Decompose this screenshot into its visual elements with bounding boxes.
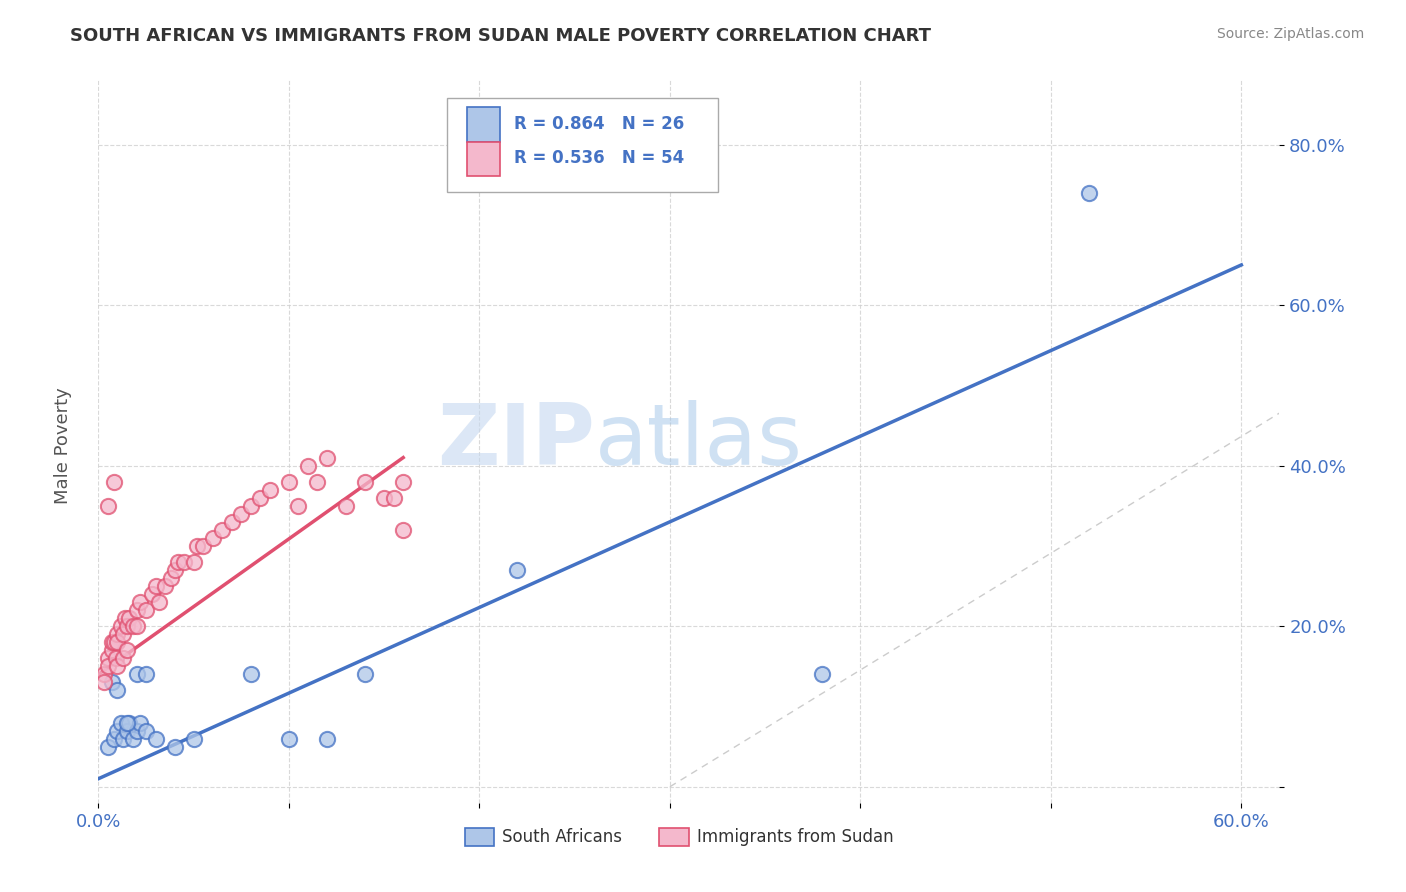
Point <box>115 715 138 730</box>
Point <box>277 475 299 489</box>
Point <box>307 475 329 489</box>
Point <box>103 731 125 746</box>
Text: R = 0.536   N = 54: R = 0.536 N = 54 <box>515 149 685 168</box>
Point <box>97 499 120 513</box>
Point <box>811 667 834 681</box>
Bar <box>464 828 494 847</box>
Point <box>173 555 195 569</box>
Point <box>231 507 253 521</box>
Point <box>100 635 122 649</box>
Text: atlas: atlas <box>595 400 803 483</box>
Point <box>135 603 157 617</box>
Point <box>107 683 129 698</box>
Point <box>100 643 122 657</box>
Point <box>121 731 143 746</box>
Point <box>183 731 205 746</box>
Bar <box>467 107 501 142</box>
Point <box>104 651 127 665</box>
Point <box>118 715 141 730</box>
Point <box>159 571 181 585</box>
Point <box>211 523 233 537</box>
Point <box>100 675 122 690</box>
Text: SOUTH AFRICAN VS IMMIGRANTS FROM SUDAN MALE POVERTY CORRELATION CHART: SOUTH AFRICAN VS IMMIGRANTS FROM SUDAN M… <box>70 27 931 45</box>
Text: Source: ZipAtlas.com: Source: ZipAtlas.com <box>1216 27 1364 41</box>
Point <box>141 587 163 601</box>
Point <box>392 523 415 537</box>
Point <box>186 539 208 553</box>
Point <box>239 667 262 681</box>
Point <box>201 531 224 545</box>
Point <box>135 667 157 681</box>
Point <box>107 659 129 673</box>
FancyBboxPatch shape <box>447 98 718 193</box>
Point <box>112 731 135 746</box>
Point <box>145 579 167 593</box>
Text: ZIP: ZIP <box>437 400 595 483</box>
Point <box>167 555 190 569</box>
Point <box>249 491 271 505</box>
Text: South Africans: South Africans <box>502 829 623 847</box>
Point <box>112 651 135 665</box>
Point <box>277 731 299 746</box>
Point <box>107 635 129 649</box>
Point <box>354 667 377 681</box>
Point <box>115 723 138 738</box>
Point <box>335 499 357 513</box>
Point <box>382 491 405 505</box>
Point <box>153 579 176 593</box>
Point <box>193 539 215 553</box>
Point <box>125 723 148 738</box>
Point <box>103 475 125 489</box>
Point <box>145 731 167 746</box>
Point <box>183 555 205 569</box>
Point <box>115 619 138 633</box>
Point <box>118 611 141 625</box>
Point <box>287 499 309 513</box>
Point <box>97 739 120 754</box>
Point <box>221 515 243 529</box>
Point <box>297 458 319 473</box>
Point <box>110 619 132 633</box>
Text: Immigrants from Sudan: Immigrants from Sudan <box>697 829 894 847</box>
Point <box>163 563 186 577</box>
Point <box>93 667 115 681</box>
Point <box>506 563 529 577</box>
Point <box>97 651 120 665</box>
Point <box>129 595 152 609</box>
Text: R = 0.864   N = 26: R = 0.864 N = 26 <box>515 115 685 133</box>
Point <box>125 667 148 681</box>
Point <box>121 619 143 633</box>
Bar <box>659 828 689 847</box>
Point <box>110 715 132 730</box>
Point <box>107 723 129 738</box>
Point <box>373 491 395 505</box>
Point <box>114 611 136 625</box>
Point <box>103 635 125 649</box>
Point <box>93 675 115 690</box>
Point <box>259 483 281 497</box>
Point <box>239 499 262 513</box>
Point <box>125 603 148 617</box>
Point <box>148 595 170 609</box>
Point <box>316 731 339 746</box>
Point <box>354 475 377 489</box>
Text: Male Poverty: Male Poverty <box>55 388 72 504</box>
Point <box>129 715 152 730</box>
Bar <box>467 142 501 177</box>
Point <box>316 450 339 465</box>
Point <box>135 723 157 738</box>
Point <box>115 643 138 657</box>
Point <box>97 659 120 673</box>
Point <box>107 627 129 641</box>
Point <box>392 475 415 489</box>
Point <box>1078 186 1101 200</box>
Point <box>125 619 148 633</box>
Point <box>112 627 135 641</box>
Point <box>163 739 186 754</box>
